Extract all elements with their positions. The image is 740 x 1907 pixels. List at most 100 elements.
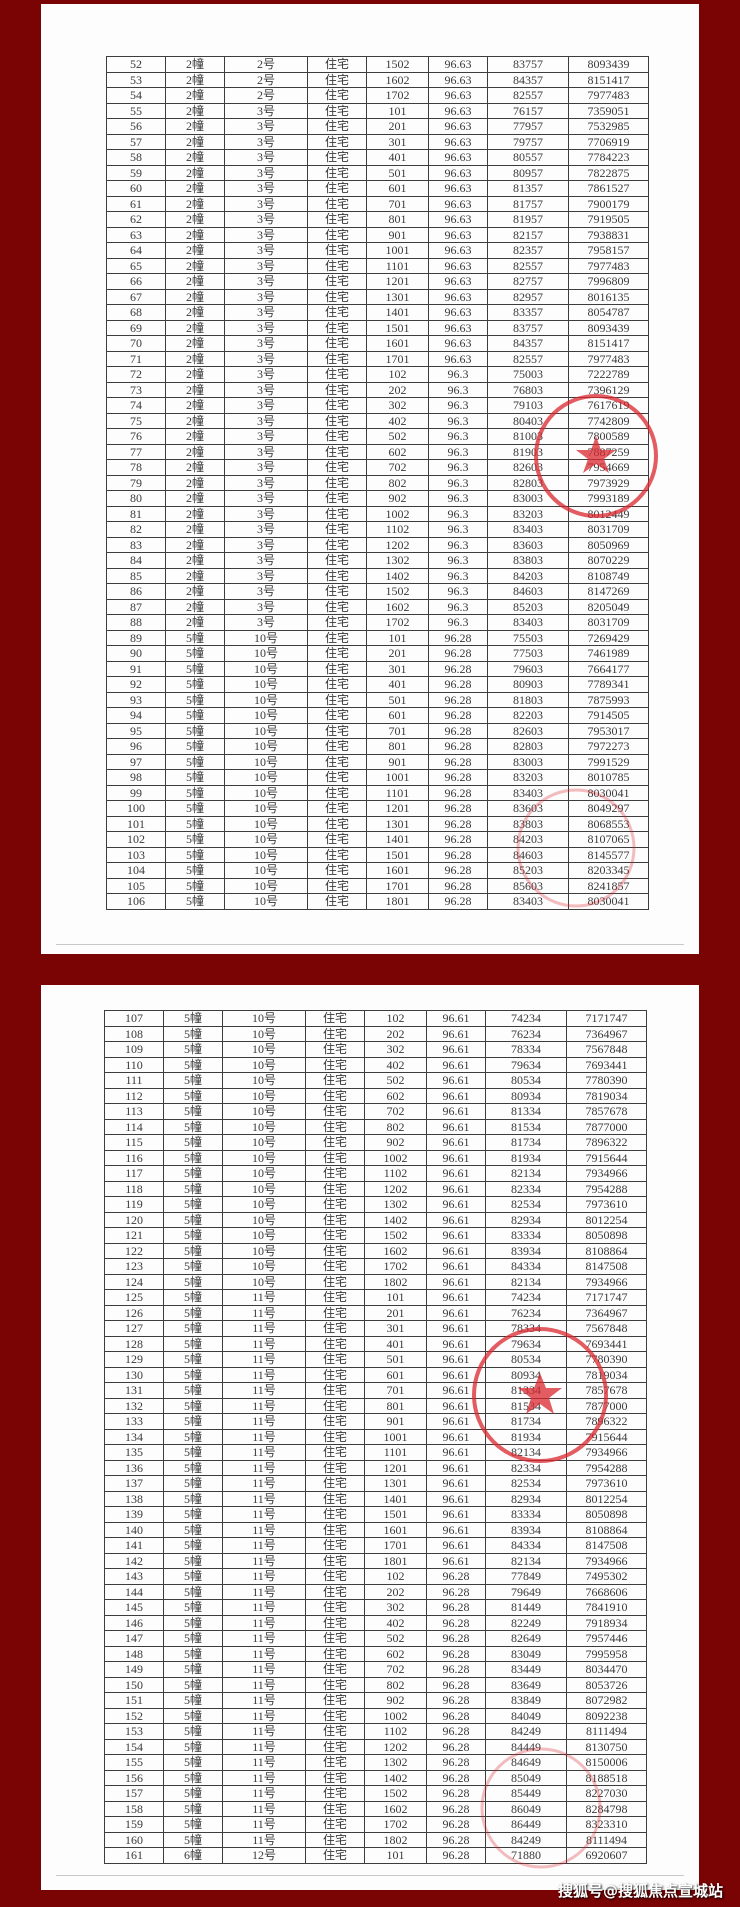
table-cell: 住宅 xyxy=(307,893,367,910)
table-cell: 7954288 xyxy=(566,1180,647,1197)
table-cell: 2幢 xyxy=(165,335,225,352)
table-cell: 10号 xyxy=(222,1273,306,1290)
table-cell: 3号 xyxy=(224,288,308,305)
table-cell: 802 xyxy=(364,1118,427,1135)
table-cell: 1702 xyxy=(364,1816,427,1833)
table-cell: 5幢 xyxy=(163,1599,223,1616)
table-cell: 80557 xyxy=(487,149,569,166)
table-cell: 住宅 xyxy=(305,1180,365,1197)
table-cell: 住宅 xyxy=(305,1010,365,1027)
table-cell: 11号 xyxy=(222,1692,306,1709)
table-cell: 2幢 xyxy=(165,288,225,305)
table-cell: 住宅 xyxy=(307,242,367,259)
table-cell: 5幢 xyxy=(163,1568,223,1585)
table-cell: 住宅 xyxy=(305,1831,365,1848)
table-cell: 82357 xyxy=(487,242,569,259)
table-cell: 5幢 xyxy=(165,676,225,693)
table-cell: 157 xyxy=(104,1785,164,1802)
table-cell: 84357 xyxy=(487,335,569,352)
table-cell: 144 xyxy=(104,1583,164,1600)
table-cell: 住宅 xyxy=(307,288,367,305)
table-cell: 7364967 xyxy=(566,1304,647,1321)
table-cell: 11号 xyxy=(222,1785,306,1802)
table-cell: 81934 xyxy=(485,1149,567,1166)
table-row: 120 5幢 10号 住宅 1402 96.61 82934 8012254 xyxy=(104,1211,647,1228)
table-cell: 96.63 xyxy=(428,226,488,243)
table-cell: 住宅 xyxy=(307,846,367,863)
table-cell: 8108864 xyxy=(566,1242,647,1259)
table-cell: 11号 xyxy=(222,1800,306,1817)
table-cell: 8111494 xyxy=(566,1723,647,1740)
table-cell: 96.28 xyxy=(428,769,488,786)
table-cell: 96.61 xyxy=(426,1475,486,1492)
table-cell: 住宅 xyxy=(307,505,367,522)
table-cell: 1701 xyxy=(366,350,429,367)
table-cell: 501 xyxy=(364,1351,427,1368)
table-cell: 96.63 xyxy=(428,273,488,290)
table-cell: 7896322 xyxy=(566,1413,647,1430)
table-cell: 96.63 xyxy=(428,350,488,367)
table-cell: 8150006 xyxy=(566,1754,647,1771)
table-row: 58 2幢 3号 住宅 401 96.63 80557 7784223 xyxy=(106,149,649,166)
table-cell: 住宅 xyxy=(305,1072,365,1089)
table-row: 118 5幢 10号 住宅 1202 96.61 82334 7954288 xyxy=(104,1180,647,1197)
table-cell: 84603 xyxy=(487,583,569,600)
table-cell: 701 xyxy=(364,1382,427,1399)
table-cell: 10号 xyxy=(224,893,308,910)
table-cell: 住宅 xyxy=(305,1459,365,1476)
table-row: 152 5幢 11号 住宅 1002 96.28 84049 8092238 xyxy=(104,1707,647,1724)
table-cell: 56 xyxy=(106,118,166,135)
table-cell: 7957446 xyxy=(566,1630,647,1647)
table-cell: 3号 xyxy=(224,474,308,491)
table-cell: 96.63 xyxy=(428,149,488,166)
table-cell: 82557 xyxy=(487,350,569,367)
table-cell: 住宅 xyxy=(305,1258,365,1275)
table-row: 150 5幢 11号 住宅 802 96.28 83649 8053726 xyxy=(104,1676,647,1693)
table-cell: 10号 xyxy=(222,1103,306,1120)
table-cell: 5幢 xyxy=(163,1320,223,1337)
table-row: 89 5幢 10号 住宅 101 96.28 75503 7269429 xyxy=(106,629,649,646)
table-cell: 10号 xyxy=(224,629,308,646)
table-cell: 住宅 xyxy=(305,1103,365,1120)
table-cell: 96.63 xyxy=(428,56,488,73)
table-cell: 2幢 xyxy=(165,242,225,259)
table-cell: 82334 xyxy=(485,1459,567,1476)
table-cell: 89 xyxy=(106,629,166,646)
table-cell: 住宅 xyxy=(305,1335,365,1352)
table-cell: 10号 xyxy=(224,862,308,879)
table-cell: 10号 xyxy=(224,738,308,755)
table-cell: 5幢 xyxy=(163,1366,223,1383)
table-cell: 8151417 xyxy=(568,335,649,352)
table-cell: 101 xyxy=(364,1289,427,1306)
table-cell: 84357 xyxy=(487,71,569,88)
table-cell: 96.63 xyxy=(428,164,488,181)
table-cell: 11号 xyxy=(222,1738,306,1755)
table-cell: 1301 xyxy=(366,288,429,305)
table-cell: 96.63 xyxy=(428,211,488,228)
table-cell: 10号 xyxy=(222,1041,306,1058)
table-cell: 96.28 xyxy=(426,1785,486,1802)
table-cell: 137 xyxy=(104,1475,164,1492)
table-cell: 79634 xyxy=(485,1056,567,1073)
table-cell: 5幢 xyxy=(163,1800,223,1817)
table-cell: 7919505 xyxy=(568,211,649,228)
table-cell: 11号 xyxy=(222,1366,306,1383)
table-cell: 7875993 xyxy=(568,691,649,708)
table-cell: 10号 xyxy=(222,1227,306,1244)
table-cell: 8284798 xyxy=(566,1800,647,1817)
table-cell: 5幢 xyxy=(163,1072,223,1089)
table-cell: 8050969 xyxy=(568,536,649,553)
table-cell: 96.61 xyxy=(426,1335,486,1352)
table-cell: 住宅 xyxy=(307,862,367,879)
table-cell: 3号 xyxy=(224,211,308,228)
table-cell: 96.28 xyxy=(426,1568,486,1585)
table-cell: 96.61 xyxy=(426,1304,486,1321)
table-cell: 120 xyxy=(104,1211,164,1228)
table-cell: 100 xyxy=(106,800,166,817)
table-cell: 96.28 xyxy=(428,831,488,848)
table-cell: 802 xyxy=(366,474,429,491)
table-cell: 139 xyxy=(104,1506,164,1523)
table-cell: 81734 xyxy=(485,1134,567,1151)
table-cell: 7841910 xyxy=(566,1599,647,1616)
table-cell: 住宅 xyxy=(307,164,367,181)
